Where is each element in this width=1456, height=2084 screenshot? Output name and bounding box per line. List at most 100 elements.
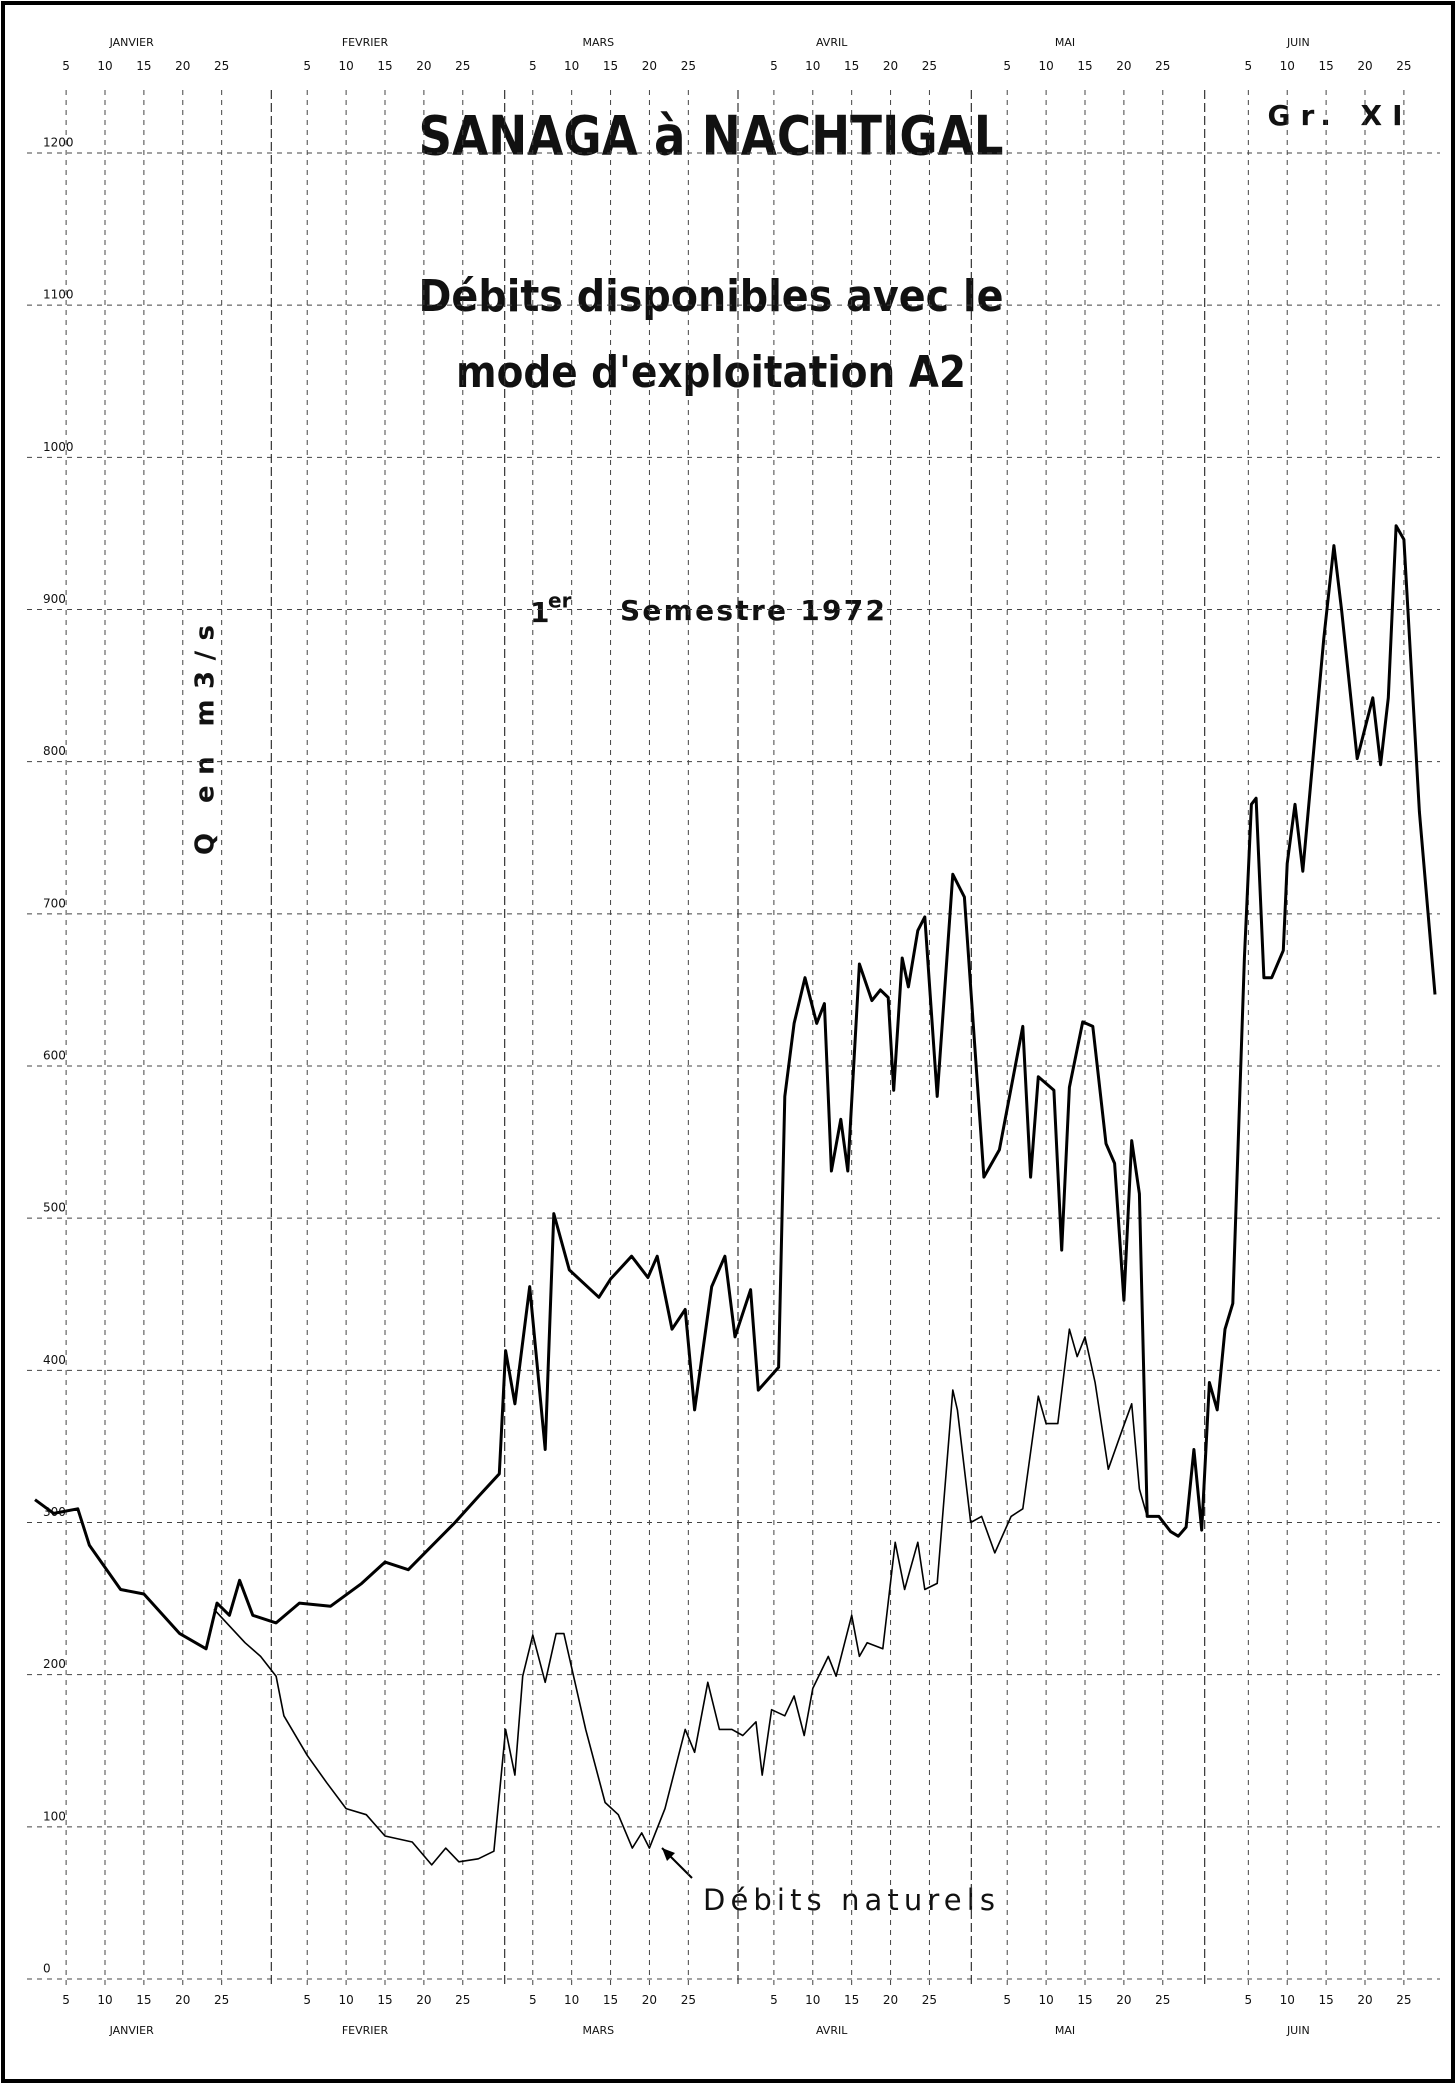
x-tick-label: 15 [844,59,859,73]
x-tick-label: 10 [564,59,579,73]
x-tick-label: 15 [377,1993,392,2007]
y-tick-label: 100 [43,1809,66,1823]
x-tick-label: 10 [338,59,353,73]
period-suffix: er [548,589,572,613]
x-tick-label: 15 [603,59,618,73]
y-axis-label: Q en m3/s [191,625,221,855]
x-tick-label: 25 [455,59,470,73]
x-tick-label: 5 [1245,59,1253,73]
x-tick-label: 20 [416,1993,431,2007]
x-tick-label: 25 [681,59,696,73]
y-tick-label: 500 [43,1201,66,1215]
x-tick-label: 25 [1155,1993,1170,2007]
y-tick-label: 800 [43,744,66,758]
x-tick-label: 20 [883,1993,898,2007]
x-tick-label: 10 [97,1993,112,2007]
y-tick-label: 1100 [43,288,74,302]
x-tick-label: 10 [1280,59,1295,73]
x-tick-label: 5 [1245,1993,1253,2007]
y-tick-label: 200 [43,1657,66,1671]
x-tick-label: 20 [175,1993,190,2007]
period-ordinal: 1 [530,596,549,629]
x-tick-label: 5 [529,1993,537,2007]
month-label: JUIN [1286,2024,1310,2037]
x-tick-label: 15 [136,59,151,73]
x-tick-label: 25 [1396,1993,1411,2007]
x-tick-label: 25 [214,59,229,73]
x-tick-label: 25 [214,1993,229,2007]
x-tick-label: 15 [603,1993,618,2007]
x-tick-label: 10 [805,1993,820,2007]
data-line [34,524,1437,1651]
x-tick-label: 10 [1038,59,1053,73]
y-tick-label: 900 [43,592,66,606]
y-tick-label: 700 [43,896,66,910]
x-tick-label: 5 [303,1993,311,2007]
month-label: FEVRIER [342,36,389,49]
x-tick-label: 25 [1396,59,1411,73]
x-tick-label: 10 [564,1993,579,2007]
x-tick-label: 15 [377,59,392,73]
y-tick-label: 1000 [43,440,74,454]
subtitle-line: Débits disponibles avec le [419,271,1004,322]
x-tick-label: 25 [922,59,937,73]
y-tick-label: 1200 [43,136,74,150]
x-tick-label: 5 [1003,59,1011,73]
chart-title: SANAGA à NACHTIGAL [419,105,1004,168]
x-tick-label: 15 [1077,59,1092,73]
month-label: JUIN [1286,36,1310,49]
x-tick-label: 5 [529,59,537,73]
y-tick-label: 600 [43,1049,66,1063]
x-tick-label: 15 [1318,59,1333,73]
x-tick-label: 20 [1357,59,1372,73]
x-tick-label: 5 [62,1993,70,2007]
month-label: AVRIL [816,36,848,49]
x-tick-label: 15 [1318,1993,1333,2007]
x-tick-label: 10 [805,59,820,73]
x-tick-label: 20 [1357,1993,1372,2007]
x-tick-label: 20 [175,59,190,73]
x-tick-label: 25 [455,1993,470,2007]
y-tick-label: 400 [43,1353,66,1367]
x-tick-label: 25 [922,1993,937,2007]
annotation-arrowhead [662,1848,675,1861]
month-label: MAI [1055,36,1075,49]
x-tick-label: 10 [1280,1993,1295,2007]
x-tick-label: 25 [1155,59,1170,73]
x-tick-label: 20 [883,59,898,73]
month-label: MARS [583,2024,615,2037]
month-label: MAI [1055,2024,1075,2037]
x-tick-label: 5 [303,59,311,73]
x-tick-label: 20 [642,1993,657,2007]
x-tick-label: 10 [1038,1993,1053,2007]
month-label: JANVIER [109,2024,155,2037]
period-label: 1 er Semestre 1972 [530,589,885,630]
x-tick-label: 15 [844,1993,859,2007]
x-tick-label: 15 [1077,1993,1092,2007]
y-tick-label: 0 [43,1962,51,1976]
marks [34,524,1437,1866]
month-label: JANVIER [109,36,155,49]
period-text: Semestre 1972 [620,594,885,627]
x-tick-label: 10 [97,59,112,73]
x-tick-label: 20 [642,59,657,73]
x-tick-label: 5 [770,1993,778,2007]
month-label: MARS [583,36,615,49]
x-tick-label: 5 [62,59,70,73]
x-tick-label: 10 [338,1993,353,2007]
month-label: FEVRIER [342,2024,389,2037]
x-tick-label: 5 [1003,1993,1011,2007]
x-tick-label: 15 [136,1993,151,2007]
data-line [213,1328,1148,1866]
month-label: AVRIL [816,2024,848,2037]
x-tick-label: 20 [1116,1993,1131,2007]
x-tick-label: 5 [770,59,778,73]
subtitle-line: mode d'exploitation A2 [456,347,966,398]
annotation: Débits naturels [703,1883,995,1917]
x-tick-label: 20 [1116,59,1131,73]
x-tick-label: 20 [416,59,431,73]
x-tick-label: 25 [681,1993,696,2007]
grid: 0100200300400500600700800900100011001200… [27,36,1440,2037]
